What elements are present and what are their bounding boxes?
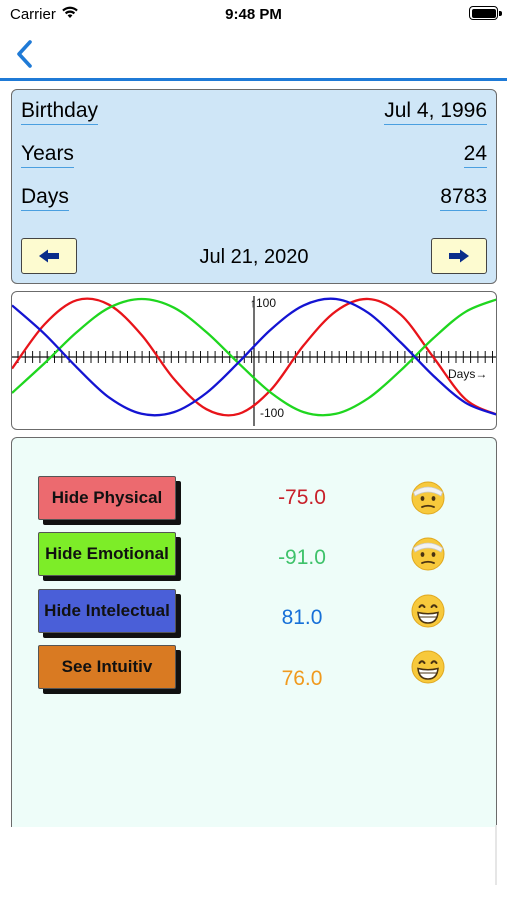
- current-date: Jul 21, 2020: [199, 246, 309, 268]
- info-panel: Birthday Jul 4, 1996 Years 24 Days 8783 …: [11, 89, 497, 284]
- navigation-bar: [0, 28, 507, 81]
- series-line-2: [12, 297, 496, 417]
- wifi-icon: [61, 5, 79, 24]
- years-row: Years 24: [21, 142, 487, 172]
- grinning-face-icon: [411, 650, 445, 684]
- birthday-value[interactable]: Jul 4, 1996: [384, 99, 487, 125]
- previous-day-button[interactable]: [21, 238, 77, 274]
- next-day-button[interactable]: [431, 238, 487, 274]
- biorhythm-chart: ↑100 -100 Days→: [11, 291, 497, 430]
- battery-icon: [469, 6, 502, 20]
- days-label: Days: [21, 185, 69, 211]
- clock: 9:48 PM: [225, 6, 282, 23]
- series-line-0: [12, 297, 496, 417]
- arrow-right-icon: [449, 249, 469, 263]
- back-button[interactable]: [12, 37, 40, 71]
- years-label: Years: [21, 142, 74, 168]
- y-min-label: -100: [260, 406, 284, 420]
- emotional-value: -91.0: [278, 546, 326, 569]
- intuitiv-value: 76.0: [281, 667, 323, 690]
- face-with-head-bandage-icon: [411, 481, 445, 515]
- hide-intelectual-button[interactable]: Hide Intelectual: [38, 589, 176, 633]
- birthday-row: Birthday Jul 4, 1996: [21, 99, 487, 129]
- years-value: 24: [463, 142, 487, 168]
- hide-physical-button[interactable]: Hide Physical: [38, 476, 176, 520]
- chart-canvas: ↑100 -100 Days→: [12, 296, 496, 426]
- see-intuitiv-button[interactable]: See Intuitiv: [38, 645, 176, 689]
- face-with-head-bandage-icon: [411, 537, 445, 571]
- divider: [495, 825, 497, 885]
- status-bar: Carrier 9:48 PM: [0, 0, 507, 28]
- arrow-left-icon: [39, 249, 59, 263]
- grinning-face-icon: [411, 594, 445, 628]
- series-line-1: [12, 297, 496, 417]
- days-value: 8783: [440, 185, 487, 211]
- y-max-label: ↑100: [250, 296, 276, 310]
- physical-value: -75.0: [278, 486, 326, 509]
- chevron-left-icon: [17, 40, 32, 68]
- hide-emotional-button[interactable]: Hide Emotional: [38, 532, 176, 576]
- intelectual-value: 81.0: [281, 606, 323, 629]
- x-axis-label: Days→: [448, 367, 487, 381]
- carrier-label: Carrier: [10, 6, 56, 23]
- birthday-label: Birthday: [21, 99, 99, 125]
- cycles-panel: Hide Physical -75.0 Hide Emotional -91.0…: [11, 437, 497, 827]
- days-row: Days 8783: [21, 185, 487, 215]
